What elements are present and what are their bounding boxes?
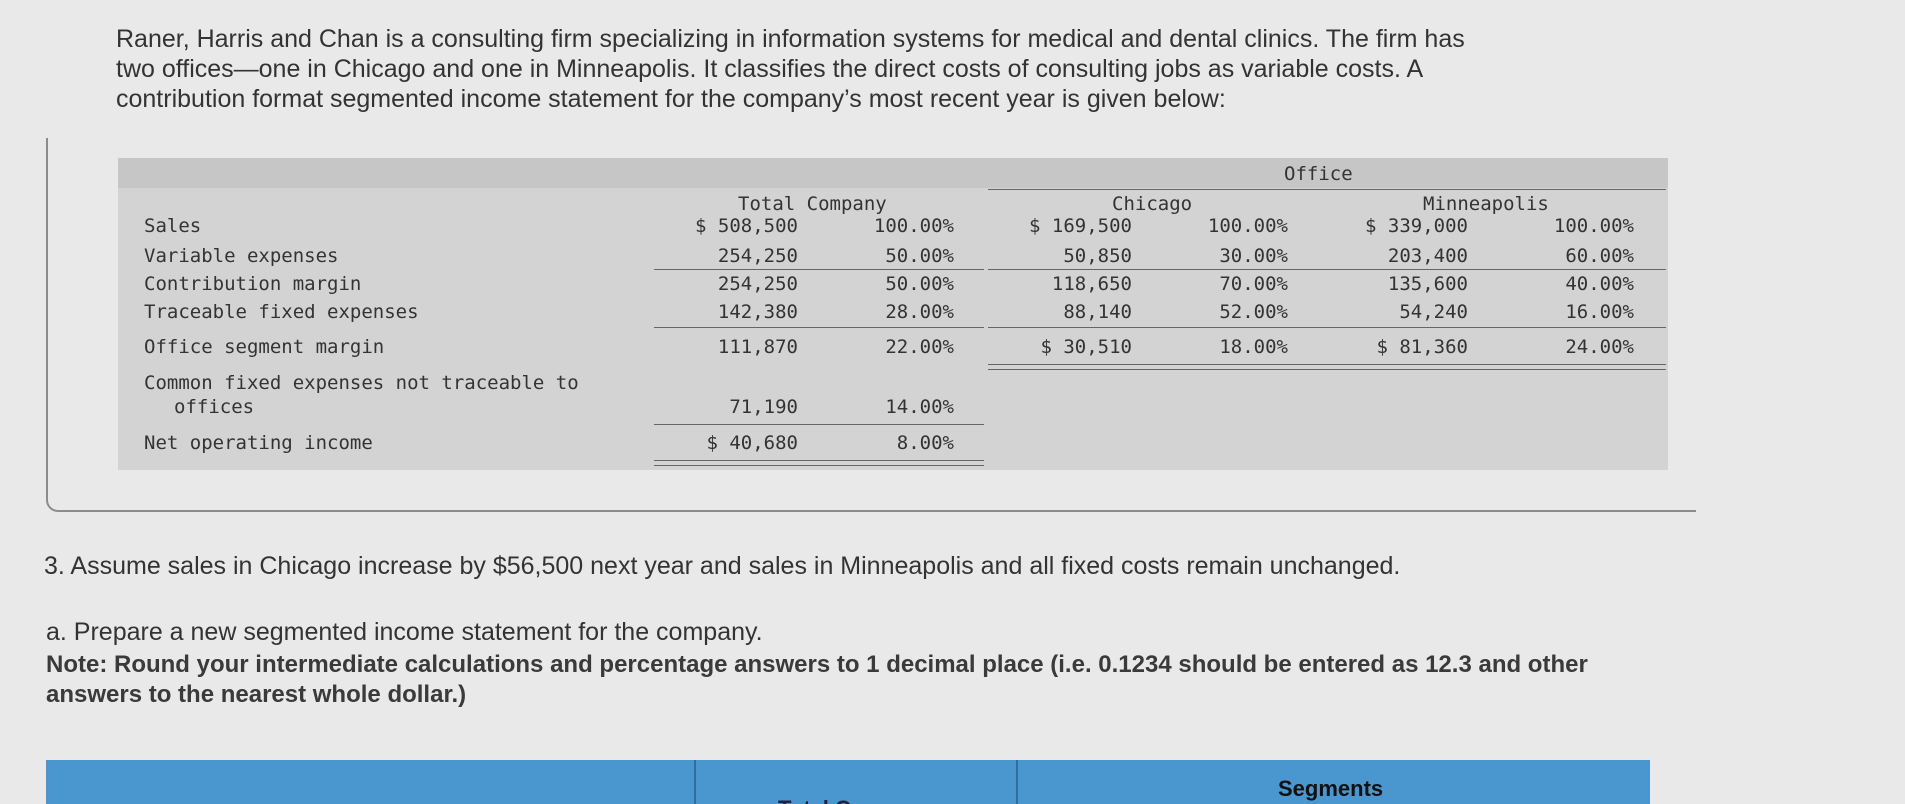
answer-header-divider-2	[1016, 760, 1018, 804]
cell-chicago-segment-pct: 18.00%	[1219, 336, 1288, 358]
rule-after-variable-total	[654, 269, 984, 270]
cell-minneapolis-traceable-pct: 16.00%	[1565, 301, 1634, 323]
cell-chicago-segment-margin: $ 30,510	[1040, 336, 1132, 358]
chicago-header: Chicago	[1112, 193, 1193, 215]
cell-chicago-traceable: 88,140	[1063, 301, 1132, 323]
cell-minneapolis-variable-pct: 60.00%	[1565, 245, 1634, 267]
cell-total-noi-pct: 8.00%	[896, 432, 954, 454]
cell-chicago-variable-pct: 30.00%	[1219, 245, 1288, 267]
rounding-note: Note: Round your intermediate calculatio…	[46, 651, 1588, 708]
cell-chicago-cm: 118,650	[1051, 273, 1132, 295]
cell-minneapolis-cm-pct: 40.00%	[1565, 273, 1634, 295]
row-label-common-fixed-1: Common fixed expenses not traceable to	[144, 372, 579, 394]
cell-total-variable: 254,250	[717, 245, 798, 267]
cell-total-sales: $ 508,500	[695, 215, 798, 237]
double-rule-total-2	[654, 465, 984, 466]
cell-total-variable-pct: 50.00%	[885, 245, 954, 267]
total-company-header: Total Company	[738, 193, 887, 215]
row-label-net-operating-income: Net operating income	[144, 432, 373, 454]
problem-intro: Raner, Harris and Chan is a consulting f…	[116, 24, 1636, 114]
rule-after-variable-offices	[988, 269, 1666, 270]
cell-minneapolis-segment-pct: 24.00%	[1565, 336, 1634, 358]
cell-minneapolis-variable: 203,400	[1387, 245, 1468, 267]
question-3: 3. Assume sales in Chicago increase by $…	[44, 552, 1401, 580]
row-label-segment-margin: Office segment margin	[144, 336, 385, 358]
cell-chicago-sales-pct: 100.00%	[1207, 215, 1288, 237]
double-rule-total-1	[654, 460, 984, 461]
cell-total-common-pct: 14.00%	[885, 396, 954, 418]
cell-total-segment-pct: 22.00%	[885, 336, 954, 358]
double-rule-offices-1	[988, 364, 1666, 365]
segments-header: Segments	[1278, 776, 1384, 801]
row-label-traceable-fixed: Traceable fixed expenses	[144, 301, 419, 323]
cell-minneapolis-sales: $ 339,000	[1365, 215, 1468, 237]
intro-line-1: Raner, Harris and Chan is a consulting f…	[116, 25, 1465, 53]
answer-table-header	[46, 760, 1650, 804]
cell-chicago-cm-pct: 70.00%	[1219, 273, 1288, 295]
cell-total-common: 71,190	[729, 396, 798, 418]
office-header: Office	[1284, 163, 1353, 185]
rule-after-traceable-offices	[988, 327, 1666, 328]
cell-chicago-sales: $ 169,500	[1029, 215, 1132, 237]
cell-total-segment-margin: 111,870	[717, 336, 798, 358]
intro-line-2: two offices—one in Chicago and one in Mi…	[116, 55, 1424, 83]
rule-after-common	[654, 424, 984, 425]
cell-total-cm: 254,250	[717, 273, 798, 295]
statement-panel	[46, 138, 1696, 512]
row-label-variable-expenses: Variable expenses	[144, 245, 339, 267]
cell-minneapolis-sales-pct: 100.00%	[1553, 215, 1634, 237]
cell-total-noi: $ 40,680	[706, 432, 798, 454]
cell-total-traceable: 142,380	[717, 301, 798, 323]
cell-chicago-variable: 50,850	[1063, 245, 1132, 267]
cell-chicago-traceable-pct: 52.00%	[1219, 301, 1288, 323]
cell-total-sales-pct: 100.00%	[873, 215, 954, 237]
answer-total-company-header: Total Company	[778, 796, 935, 804]
cell-minneapolis-traceable: 54,240	[1399, 301, 1468, 323]
minneapolis-header: Minneapolis	[1423, 193, 1549, 215]
row-label-contribution-margin: Contribution margin	[144, 273, 362, 295]
row-label-sales: Sales	[144, 215, 202, 237]
cell-total-traceable-pct: 28.00%	[885, 301, 954, 323]
office-header-rule	[988, 189, 1666, 190]
income-statement-table	[118, 158, 1668, 470]
rule-after-traceable-total	[654, 327, 984, 328]
cell-minneapolis-cm: 135,600	[1387, 273, 1468, 295]
cell-total-cm-pct: 50.00%	[885, 273, 954, 295]
double-rule-offices-2	[988, 369, 1666, 370]
table-header-band	[118, 158, 1668, 188]
row-label-common-fixed-2: offices	[174, 396, 255, 418]
answer-header-divider-1	[694, 760, 696, 804]
cell-minneapolis-segment-margin: $ 81,360	[1376, 336, 1468, 358]
question-part-a: a. Prepare a new segmented income statem…	[46, 618, 763, 646]
intro-line-3: contribution format segmented income sta…	[116, 85, 1226, 113]
